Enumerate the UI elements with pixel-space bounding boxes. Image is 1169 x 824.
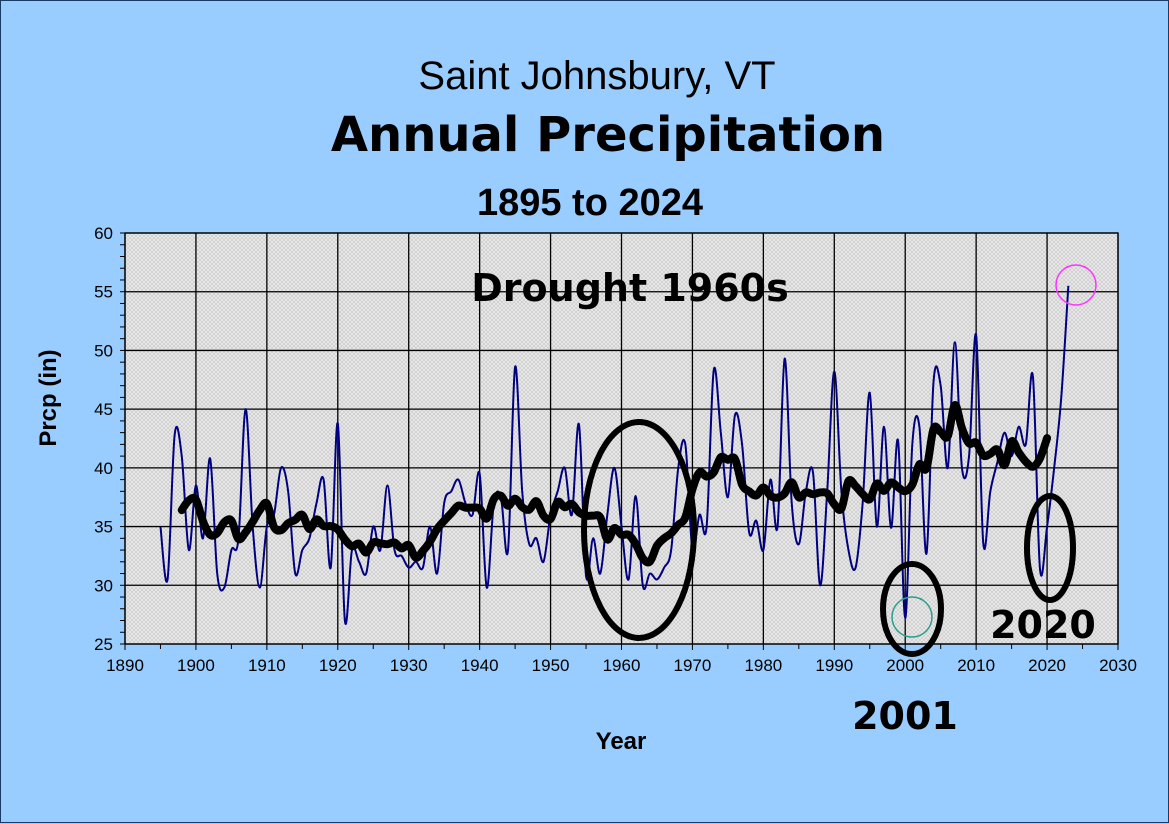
x-tick-label: 1960: [603, 656, 641, 675]
axis-ticks: 1890 1900 1910 1920 1930 1940 1950 1960 1970 1980…: [94, 224, 1137, 675]
y-axis-label: Prcp (in): [35, 349, 62, 446]
y-tick-label: 25: [94, 635, 113, 654]
data-lines: [159, 285, 1070, 625]
chart-title: Annual Precipitation: [331, 107, 885, 163]
x-tick-label: 1950: [532, 656, 570, 675]
x-tick-label: 1980: [744, 656, 782, 675]
y-tick-label: 30: [94, 576, 113, 595]
annual-precip-line: [159, 285, 1070, 625]
x-tick-label: 1970: [674, 656, 712, 675]
y-tick-label: 50: [94, 341, 113, 360]
x-tick-label: 1890: [106, 656, 144, 675]
x-tick-label: 1910: [248, 656, 286, 675]
x-tick-label: 2030: [1099, 656, 1137, 675]
x-tick-label: 2020: [1028, 656, 1066, 675]
annotation-2020: 2020: [990, 603, 1096, 647]
y-tick-label: 45: [94, 400, 113, 419]
x-tick-label: 2000: [886, 656, 924, 675]
annotation-drought: Drought 1960s: [471, 266, 788, 310]
chart-subtitle-years: 1895 to 2024: [477, 182, 703, 224]
x-tick-label: 1940: [461, 656, 499, 675]
moving-average-line: [177, 401, 1052, 567]
circle-2024-high: [1055, 264, 1097, 306]
y-tick-label: 55: [94, 283, 113, 302]
x-tick-label: 1990: [815, 656, 853, 675]
annotation-2001: 2001: [852, 694, 958, 738]
ellipse-2001: [880, 561, 944, 657]
circle-2001-low: [891, 596, 933, 638]
y-tick-label: 40: [94, 459, 113, 478]
x-tick-label: 1930: [390, 656, 428, 675]
x-axis-label: Year: [596, 728, 647, 755]
x-tick-label: 2010: [957, 656, 995, 675]
x-tick-label: 1900: [177, 656, 215, 675]
y-tick-label: 35: [94, 518, 113, 537]
x-tick-label: 1920: [319, 656, 357, 675]
chart-title-location: Saint Johnsbury, VT: [418, 54, 775, 98]
ellipse-2020: [1024, 493, 1076, 603]
drought-ellipse: [581, 419, 697, 641]
y-tick-label: 60: [94, 224, 113, 243]
